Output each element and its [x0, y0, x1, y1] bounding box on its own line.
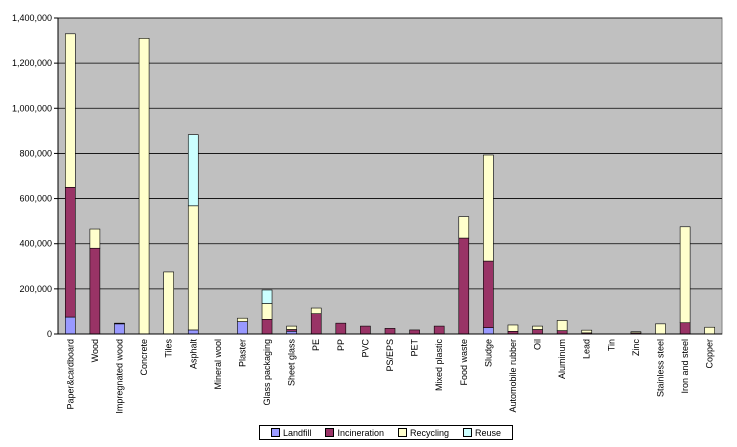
legend-swatch — [397, 428, 407, 437]
bar-segment-recycling — [286, 325, 297, 330]
bar-segment-recycling — [581, 329, 593, 334]
bar-segment-landfill — [237, 321, 248, 335]
bar-segment-recycling — [237, 317, 248, 322]
x-category-label: Asphalt — [188, 339, 198, 370]
y-tick-label: 400,000 — [19, 239, 52, 249]
x-category-label: Iron and steel — [680, 339, 690, 394]
bar-segment-recycling — [187, 205, 199, 331]
x-category-label: PE — [311, 339, 321, 351]
x-category-label: Mineral wool — [213, 339, 223, 390]
bar-segment-landfill — [483, 327, 494, 335]
bar-segment-recycling — [261, 303, 273, 320]
bar-segment-recycling — [679, 226, 691, 324]
legend-swatch — [325, 428, 335, 437]
x-category-label: PP — [336, 339, 346, 351]
bar-segment-recycling — [704, 326, 716, 335]
x-category-label: Tin — [606, 339, 616, 351]
y-tick-label: 1,000,000 — [12, 103, 52, 113]
bar-segment-recycling — [630, 331, 642, 334]
bar-segment-reuse — [261, 289, 273, 304]
x-category-label: Wood — [90, 339, 100, 362]
legend-swatch — [270, 428, 280, 437]
legend-swatch — [462, 428, 472, 437]
bar-segment-recycling — [89, 228, 101, 249]
legend-item-incineration: Incineration — [325, 428, 384, 438]
x-category-label: Sludge — [483, 339, 493, 367]
bar-segment-incineration — [114, 322, 125, 325]
bar-segment-incineration — [556, 330, 568, 335]
x-category-label: Impregnated wood — [114, 339, 124, 414]
y-tick-label: 200,000 — [19, 284, 52, 294]
bar-segment-landfill — [64, 316, 76, 335]
bar-segment-recycling — [483, 154, 494, 262]
bars — [64, 33, 716, 335]
y-axis-ticks: 0 200,000 400,000 600,000 800,000 1,000,000 1,… — [12, 13, 59, 339]
bar-segment-incineration — [384, 328, 396, 335]
bar-segment-incineration — [64, 186, 76, 318]
x-category-label: Concrete — [139, 339, 149, 376]
gridlines — [58, 17, 722, 290]
bar-segment-incineration — [335, 322, 347, 335]
bar-segment-recycling — [310, 307, 322, 314]
x-category-label: Oil — [533, 339, 543, 350]
x-category-label: Tiles — [164, 339, 174, 358]
plot-area — [57, 17, 723, 335]
x-category-label: Plaster — [237, 339, 247, 367]
x-category-label: Automobile rubber — [508, 339, 518, 413]
legend-item-landfill: Landfill — [270, 427, 312, 438]
x-category-label: Food waste — [459, 339, 469, 386]
x-category-label: Lead — [582, 339, 592, 359]
x-category-label: PS/EPS — [385, 339, 395, 372]
x-category-label: Glass packaging — [262, 339, 272, 406]
x-category-label: Mixed plastic — [434, 339, 444, 392]
legend-label: Landfill — [282, 427, 312, 438]
y-tick-label: 1,200,000 — [12, 58, 52, 68]
bar-segment-recycling — [163, 271, 174, 335]
bar-segment-incineration — [409, 329, 420, 335]
y-tick-label: 1,400,000 — [12, 13, 52, 23]
bar-segment-landfill — [187, 329, 199, 335]
legend-label: Recycling — [409, 427, 449, 438]
bar-segment-incineration — [458, 237, 470, 335]
x-category-label: Paper&cardboard — [65, 339, 75, 410]
bar-segment-incineration — [89, 247, 101, 335]
y-tick-label: 0 — [47, 329, 52, 339]
bar-segment-incineration — [261, 319, 273, 335]
legend-item-recycling: Recycling — [397, 427, 449, 438]
bar-segment-incineration — [679, 322, 691, 335]
legend-item-reuse: Reuse — [462, 427, 501, 438]
bar-segment-recycling — [507, 324, 519, 332]
legend-label: Incineration — [337, 427, 385, 438]
y-tick-label: 800,000 — [19, 148, 52, 158]
bar-segment-recycling — [458, 216, 470, 239]
x-category-label: PET — [410, 339, 420, 357]
bar-segment-recycling — [532, 325, 543, 330]
bar-segment-recycling — [138, 38, 150, 335]
bar-segment-reuse — [187, 134, 199, 207]
bar-segment-landfill — [114, 323, 125, 335]
bar-segment-recycling — [64, 33, 76, 188]
x-category-label: Sheet glass — [287, 339, 297, 387]
x-category-label: Aluminum — [557, 339, 567, 379]
legend-label: Reuse — [474, 427, 501, 438]
x-axis-labels: Paper&cardboard Wood Impregnated wood Concr… — [65, 339, 714, 414]
bar-segment-recycling — [655, 323, 666, 335]
x-category-label: Stainless steel — [656, 339, 666, 397]
bar-segment-incineration — [360, 325, 371, 335]
bar-segment-incineration — [310, 313, 322, 335]
legend: Landfill Incineration Recycling Reuse — [259, 425, 513, 440]
x-category-label: PVC — [360, 339, 370, 358]
y-tick-label: 600,000 — [19, 194, 52, 204]
bar-segment-incineration — [433, 325, 445, 335]
x-category-label: Copper — [705, 339, 715, 369]
bar-segment-recycling — [556, 320, 568, 331]
bar-segment-incineration — [532, 329, 543, 335]
bar-segment-incineration — [483, 260, 494, 328]
x-category-label: Zinc — [631, 339, 641, 357]
